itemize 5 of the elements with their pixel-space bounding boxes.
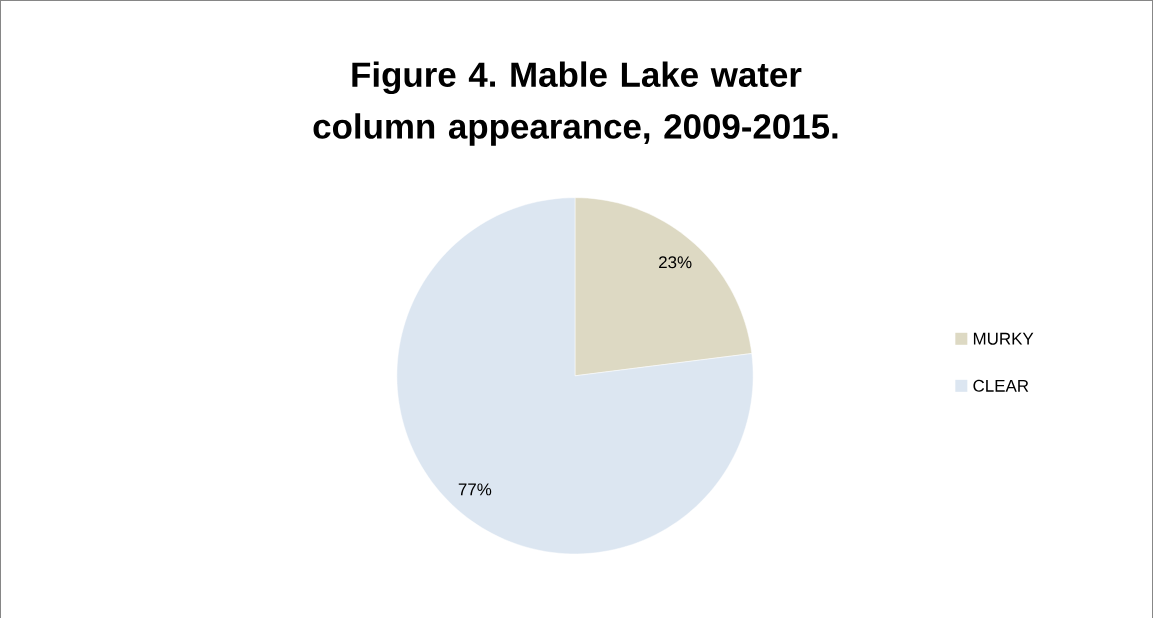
data-label: 23% — [659, 256, 692, 269]
legend-label: CLEAR — [973, 380, 1029, 393]
data-label: 77% — [458, 483, 492, 496]
legend-label: MURKY — [973, 333, 1034, 345]
chart-title: Figure 4. Mable Lake water column appearance, 2009-2015. — [313, 61, 838, 146]
